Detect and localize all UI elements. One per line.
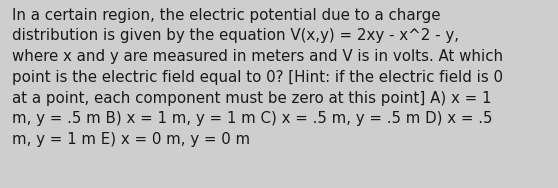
Text: In a certain region, the electric potential due to a charge
distribution is give: In a certain region, the electric potent… <box>12 8 503 147</box>
